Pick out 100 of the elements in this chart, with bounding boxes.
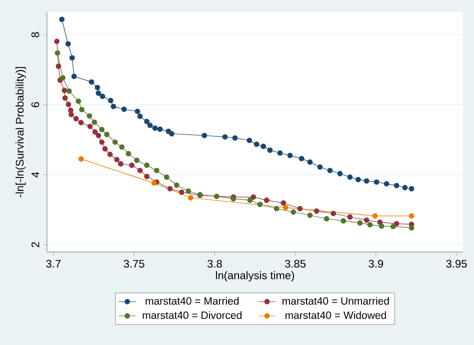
point: [56, 64, 62, 69]
point: [66, 102, 72, 108]
point: [137, 114, 143, 119]
point: [374, 179, 380, 185]
point: [347, 174, 353, 180]
point: [282, 204, 288, 210]
point: [62, 88, 68, 94]
legend-label: marstat40 = Divorced: [142, 311, 242, 319]
point: [144, 162, 150, 168]
point: [222, 134, 228, 140]
point: [408, 213, 414, 219]
point: [118, 161, 124, 167]
point: [100, 94, 106, 100]
point: [78, 156, 84, 162]
point: [364, 217, 370, 223]
point: [107, 152, 113, 158]
point: [88, 79, 94, 85]
point: [298, 156, 304, 162]
y-tick-label: 8: [31, 32, 40, 38]
point: [119, 144, 125, 150]
point: [364, 178, 370, 184]
point: [330, 210, 336, 216]
point: [390, 224, 396, 230]
point: [157, 126, 163, 132]
point: [92, 120, 98, 125]
point: [134, 158, 140, 164]
point: [112, 139, 118, 145]
point: [408, 186, 414, 192]
point: [114, 156, 120, 162]
point: [73, 116, 79, 122]
point: [280, 200, 286, 206]
point: [147, 122, 153, 128]
point: [378, 223, 384, 229]
point: [287, 152, 293, 158]
legend-label: marstat40 = Married: [146, 296, 239, 305]
x-tick-label: 3.75: [124, 260, 144, 268]
point: [151, 180, 157, 186]
point: [71, 74, 77, 80]
point: [257, 202, 263, 208]
legend-label: marstat40 = Widowed: [285, 311, 386, 319]
x-tick-label: 3.8: [207, 260, 222, 268]
y-tick-label: 6: [31, 102, 40, 108]
point: [297, 206, 303, 212]
point: [174, 182, 180, 188]
point: [78, 120, 84, 126]
point: [232, 135, 238, 141]
point: [96, 132, 102, 138]
point: [327, 168, 333, 174]
point: [254, 142, 260, 147]
point: [186, 188, 192, 194]
point: [137, 168, 143, 174]
point: [408, 225, 414, 231]
point: [367, 222, 373, 228]
point: [264, 198, 270, 203]
point: [54, 38, 60, 44]
point: [126, 150, 132, 156]
point: [76, 98, 82, 104]
y-tick-label: 2: [31, 242, 40, 248]
point: [340, 218, 346, 224]
point: [214, 194, 220, 200]
legend-label: marstat40 = Unmarried: [282, 296, 389, 305]
point: [62, 95, 68, 101]
point: [102, 146, 108, 152]
point: [154, 168, 160, 174]
point: [59, 16, 65, 22]
point: [384, 181, 390, 186]
point: [355, 176, 361, 182]
point: [92, 129, 98, 135]
point: [68, 112, 74, 118]
point: [87, 124, 93, 130]
point: [246, 138, 252, 144]
point: [86, 113, 92, 119]
point: [337, 170, 343, 176]
point: [152, 125, 158, 131]
point: [144, 174, 150, 180]
point: [167, 186, 173, 192]
point: [69, 55, 75, 61]
point: [317, 164, 323, 170]
point: [68, 108, 74, 113]
point: [202, 132, 208, 138]
x-tick-label: 3.9: [368, 260, 384, 268]
point: [402, 184, 408, 190]
point: [66, 88, 72, 94]
point: [94, 84, 100, 90]
point: [108, 98, 114, 104]
point: [394, 182, 400, 188]
point: [134, 108, 140, 114]
point: [164, 174, 170, 180]
point: [307, 212, 313, 218]
x-tick-label: 3.95: [446, 260, 467, 268]
point: [377, 220, 383, 225]
point: [314, 208, 320, 214]
point: [79, 106, 85, 112]
point: [110, 104, 116, 110]
point: [357, 220, 363, 226]
point: [60, 75, 66, 80]
x-axis-title: ln(analysis time): [216, 271, 294, 282]
point: [54, 50, 60, 56]
point: [168, 131, 174, 136]
point: [104, 132, 110, 138]
